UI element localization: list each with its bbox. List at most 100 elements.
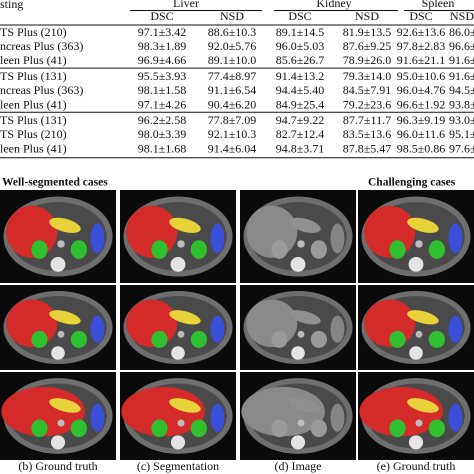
kidney [310,419,327,438]
organ-header: Kidney [316,0,351,10]
cell: 94.5± [449,83,474,97]
spleen [210,403,225,432]
cell: 98.1±1.58 [138,83,187,97]
ct-panel [240,285,356,370]
caption: (c) Segmentation [137,459,219,473]
kidney [31,240,48,259]
pancreas [169,310,201,325]
aorta [297,240,305,248]
cell: 96.6±1.92 [397,97,446,111]
row-label: ncreas Plus (363) [0,83,83,97]
cell: 91.4±6.04 [208,141,257,155]
kidney [271,330,288,348]
row-label: TS Plus (210) [0,127,67,141]
row-label: ncreas Plus (363) [0,39,83,53]
cell: 83.5±13.6 [343,127,392,141]
kidney [151,330,168,348]
ct-panel [240,190,356,283]
spine [408,435,424,450]
cell: 95.5±3.93 [138,69,187,83]
cell: 95.0±10.6 [397,69,446,83]
cell: 90.4±6.20 [208,97,257,111]
kidney [428,419,445,438]
aorta [297,419,305,427]
aorta [57,419,65,427]
cell: 96.2±2.58 [138,113,187,127]
organ-header: Liver [173,0,199,10]
kidney [31,419,48,438]
setting-header: sting [0,0,23,11]
cell: 98.5±0.86 [397,141,446,155]
ct-panel [120,190,236,283]
kidney [310,330,327,348]
pancreas [407,398,439,413]
cell: 96.6± [449,39,474,53]
ct-panel [120,285,236,370]
pancreas [407,310,439,325]
pancreas [49,217,81,233]
kidney [389,419,406,438]
ct-panel [0,190,116,283]
spleen [210,223,225,254]
cell: 89.1±10.0 [208,53,257,67]
separator [236,186,238,464]
aorta [57,240,65,248]
cell: 84.5±7.91 [343,83,392,97]
ct-panel [0,372,116,460]
spleen [330,223,345,254]
cell: 97.1±3.42 [138,25,187,39]
cell: 97.6± [449,141,474,155]
aorta [297,330,305,338]
cell: 78.9±26.0 [343,53,392,67]
cell: 92.0±5.76 [208,39,257,53]
spleen [90,315,105,343]
subheader: DSC [150,9,173,23]
ct-panel [0,285,116,370]
kidney [70,240,87,259]
row-label: leen Plus (41) [0,141,67,155]
row-label: leen Plus (41) [0,53,67,67]
spine [409,346,423,360]
cell: 87.7±11.7 [343,113,391,127]
kidney [310,240,327,259]
kidney [271,419,288,438]
cell: 88.6±10.3 [208,25,257,39]
spleen [330,403,345,432]
kidney [31,330,48,348]
cell: 94.7±9.22 [276,113,325,127]
cell: 94.8±3.71 [276,141,325,155]
cell: 97.8±2.83 [397,39,446,53]
cell: 91.6±11 [449,69,474,83]
cell: 91.1±6.54 [208,83,257,97]
cell: 86.0±16 [449,25,474,39]
spine [50,256,66,272]
pancreas [169,217,201,233]
caption: (b) Ground truth [18,459,97,473]
ct-panel [240,372,356,460]
aorta [415,330,423,338]
kidney [70,419,87,438]
row-label: TS Plus (131) [0,69,67,83]
pancreas [289,310,321,325]
cell: 89.1±14.5 [276,25,325,39]
kidney [151,240,168,259]
subheader: DSC [409,9,432,23]
aorta [177,330,185,338]
aorta [415,240,423,248]
row-label: TS Plus (210) [0,25,67,39]
cell: 92.1±10.3 [208,127,257,141]
cell: 96.0±4.76 [397,83,446,97]
kidney [190,419,208,438]
subheader: NSD [355,9,379,23]
cell: 96.9±4.66 [138,53,187,67]
pancreas [407,217,439,233]
cell: 96.0±11.6 [397,127,445,141]
cell: 98.1±1.68 [138,141,187,155]
spine [408,256,424,272]
aorta [177,240,185,248]
kidney [151,419,168,438]
pancreas [49,310,81,325]
ct-panel [120,372,236,460]
